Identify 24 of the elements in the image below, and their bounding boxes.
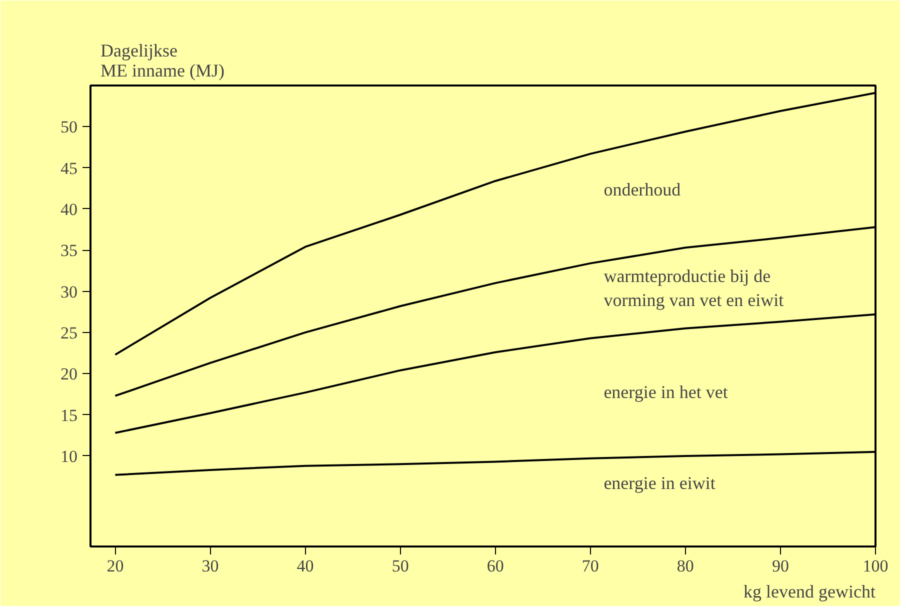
y-tick-label: 50 — [60, 118, 78, 137]
x-tick-label: 20 — [106, 556, 124, 576]
annotation: onderhoud — [604, 180, 681, 200]
annotation: warmteproductie bij de vorming van vet en eiwit — [604, 266, 784, 310]
x-tick-label: 90 — [772, 556, 789, 576]
y-tick-label: 45 — [60, 158, 78, 178]
x-tick-label: 100 — [862, 556, 888, 576]
y-tick-label: 25 — [60, 323, 78, 342]
x-tick-label: 80 — [676, 556, 694, 576]
x-tick-label: 40 — [296, 556, 314, 576]
annotation: energie in het vet — [604, 382, 728, 402]
y-tick-label: 15 — [60, 406, 78, 425]
y-tick-label: 35 — [60, 241, 78, 260]
y-axis-title: Dagelijkse ME inname (MJ) — [100, 40, 224, 80]
y-tick-label: 10 — [60, 446, 78, 466]
x-tick-label: 30 — [202, 556, 219, 576]
y-tick-label: 30 — [60, 282, 78, 302]
x-tick-label: 60 — [486, 556, 504, 576]
annotation: energie in eiwit — [604, 473, 716, 494]
x-tick-label: 70 — [582, 556, 599, 576]
y-tick-label: 20 — [60, 364, 78, 384]
y-tick-label: 40 — [60, 200, 78, 219]
x-axis-title: kg levend gewicht — [744, 582, 876, 602]
x-tick-label: 50 — [392, 556, 409, 576]
